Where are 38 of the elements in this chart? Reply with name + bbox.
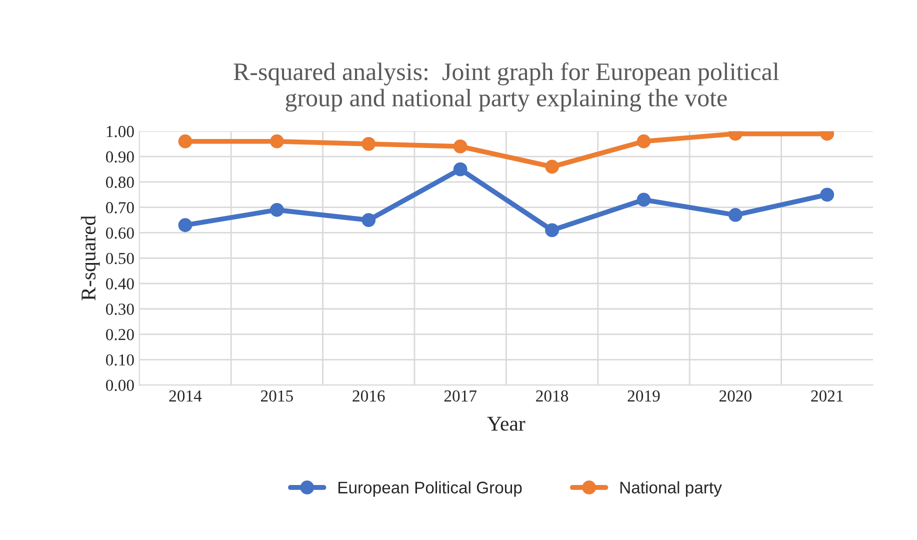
y-tick-label: 0.60 <box>106 227 134 239</box>
x-tick-label: 2018 <box>536 390 568 402</box>
point <box>270 202 284 217</box>
x-tick-label: 2019 <box>628 390 660 402</box>
y-tick-label: 0.50 <box>106 252 134 264</box>
point <box>636 192 651 207</box>
x-axis-title: Year <box>487 416 526 431</box>
y-tick-label: 0.20 <box>106 328 134 340</box>
x-tick-label: 2016 <box>352 390 385 402</box>
point <box>820 188 834 202</box>
point <box>362 136 376 151</box>
point <box>545 223 559 238</box>
y-tick-label: 0.90 <box>106 151 134 163</box>
chart-title: R-squared analysis: Joint graph for European political group and national party explaining the vote <box>234 62 779 112</box>
y-tick-label: 0.30 <box>106 304 134 315</box>
point <box>728 208 742 222</box>
legend-label: European Political Group <box>338 481 522 497</box>
point <box>270 134 284 148</box>
point <box>545 160 559 174</box>
y-tick-label: 0.40 <box>106 278 134 290</box>
y-tick-label: 0.70 <box>106 202 134 214</box>
x-tick-label: 2021 <box>811 390 843 402</box>
y-tick-label: 0.10 <box>106 354 134 366</box>
y-tick-label: 0.80 <box>106 176 134 188</box>
x-tick-label: 2017 <box>444 390 477 402</box>
point <box>636 134 651 148</box>
point <box>362 213 376 227</box>
point <box>453 162 468 176</box>
point <box>453 140 468 154</box>
legend-label: National party <box>620 481 722 497</box>
point <box>178 134 192 148</box>
point <box>178 218 192 232</box>
y-axis-title: R-squared <box>80 216 100 300</box>
y-tick-label: 0.00 <box>106 380 134 392</box>
y-tick-label: 1.00 <box>106 126 134 138</box>
x-tick-label: 2015 <box>261 390 293 402</box>
x-tick-label: 2020 <box>720 390 752 402</box>
x-tick-label: 2014 <box>169 390 202 402</box>
